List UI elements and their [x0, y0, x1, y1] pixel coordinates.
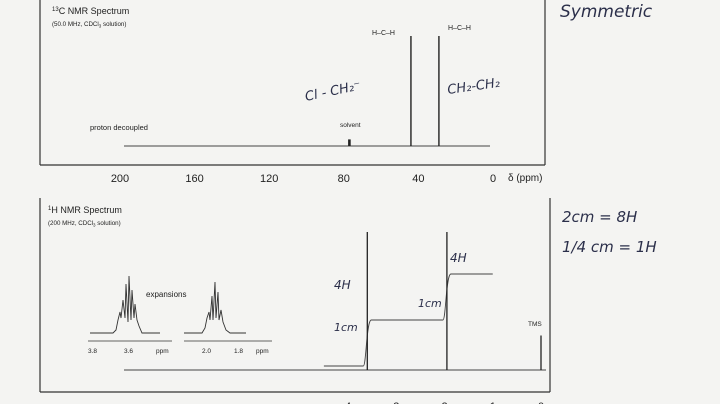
- expansions-label: expansions: [146, 290, 186, 299]
- h1-tick-3: 1: [490, 401, 496, 404]
- solvent-label: solvent: [340, 122, 361, 129]
- note-4h-left: 4H: [334, 278, 351, 292]
- h1-tick-1: 3: [393, 401, 399, 404]
- c13-axis-unit: δ (ppm): [508, 173, 542, 184]
- h1-tick-2: 2: [441, 401, 447, 404]
- c13-tick-3: 80: [338, 173, 350, 185]
- inset-right-tick-1: 2.0: [202, 348, 211, 355]
- inset-left-tick-1: 3.8: [88, 348, 97, 355]
- inset-left: 3.8 3.6 ppm: [88, 275, 172, 355]
- inset-right-tick-unit: ppm: [256, 348, 269, 355]
- structure-right: H–C–H: [448, 25, 471, 32]
- h1-tick-0: 4: [345, 401, 351, 404]
- c13-tick-4: 40: [412, 173, 424, 185]
- c13-panel: 13C NMR Spectrum (50.0 MHz, CDCl3 soluti…: [39, 0, 546, 185]
- note-1cm-left: 1cm: [334, 321, 358, 334]
- h1-peaks: [366, 232, 542, 370]
- c13-tick-5: 0: [490, 173, 496, 185]
- handwritten-notes: Symmetric Cl - CH₂⁻ CH₂-CH₂ 4H 4H 1cm 1c…: [304, 2, 657, 334]
- c13-title: 13C NMR Spectrum: [52, 6, 129, 16]
- h1-title: 1H NMR Spectrum: [48, 205, 122, 215]
- inset-left-tick-unit: ppm: [156, 348, 169, 355]
- h1-integral-trace: [323, 273, 493, 367]
- note-rule-1: 2cm = 8H: [562, 208, 637, 226]
- c13-tick-labels: 200 160 120 80 40 0: [111, 173, 496, 185]
- inset-right-multiplet: [184, 281, 246, 334]
- h1-subtitle: (200 MHz, CDCl3 solution): [48, 220, 121, 228]
- h1-panel: 1H NMR Spectrum (200 MHz, CDCl3 solution…: [39, 198, 551, 404]
- note-rule-2: 1/4 cm = 1H: [562, 238, 657, 256]
- inset-right: 2.0 1.8 ppm: [184, 281, 272, 355]
- c13-subtitle: (50.0 MHz, CDCl3 solution): [52, 21, 126, 29]
- c13-tick-1: 160: [185, 173, 203, 185]
- inset-left-multiplet: [90, 275, 160, 334]
- tms-label: TMS: [528, 321, 542, 328]
- inset-right-tick-2: 1.8: [234, 348, 243, 355]
- h1-tick-4: 0: [538, 401, 544, 404]
- structure-left: H–C–H: [372, 30, 395, 37]
- proton-decoupled-label: proton decoupled: [90, 123, 148, 132]
- note-symmetric: Symmetric: [560, 2, 653, 22]
- note-4h-right: 4H: [450, 251, 467, 265]
- h1-tick-labels: 4 3 2 1 0: [345, 401, 544, 404]
- note-1cm-right: 1cm: [418, 297, 442, 310]
- c13-tick-2: 120: [260, 173, 278, 185]
- h1-integral-curve: [323, 273, 493, 367]
- note-ch2ch2: CH₂-CH₂: [446, 76, 500, 98]
- c13-tick-0: 200: [111, 173, 129, 185]
- inset-left-tick-2: 3.6: [124, 348, 133, 355]
- note-clch2: Cl - CH₂⁻: [304, 78, 362, 104]
- c13-peaks: [348, 36, 440, 146]
